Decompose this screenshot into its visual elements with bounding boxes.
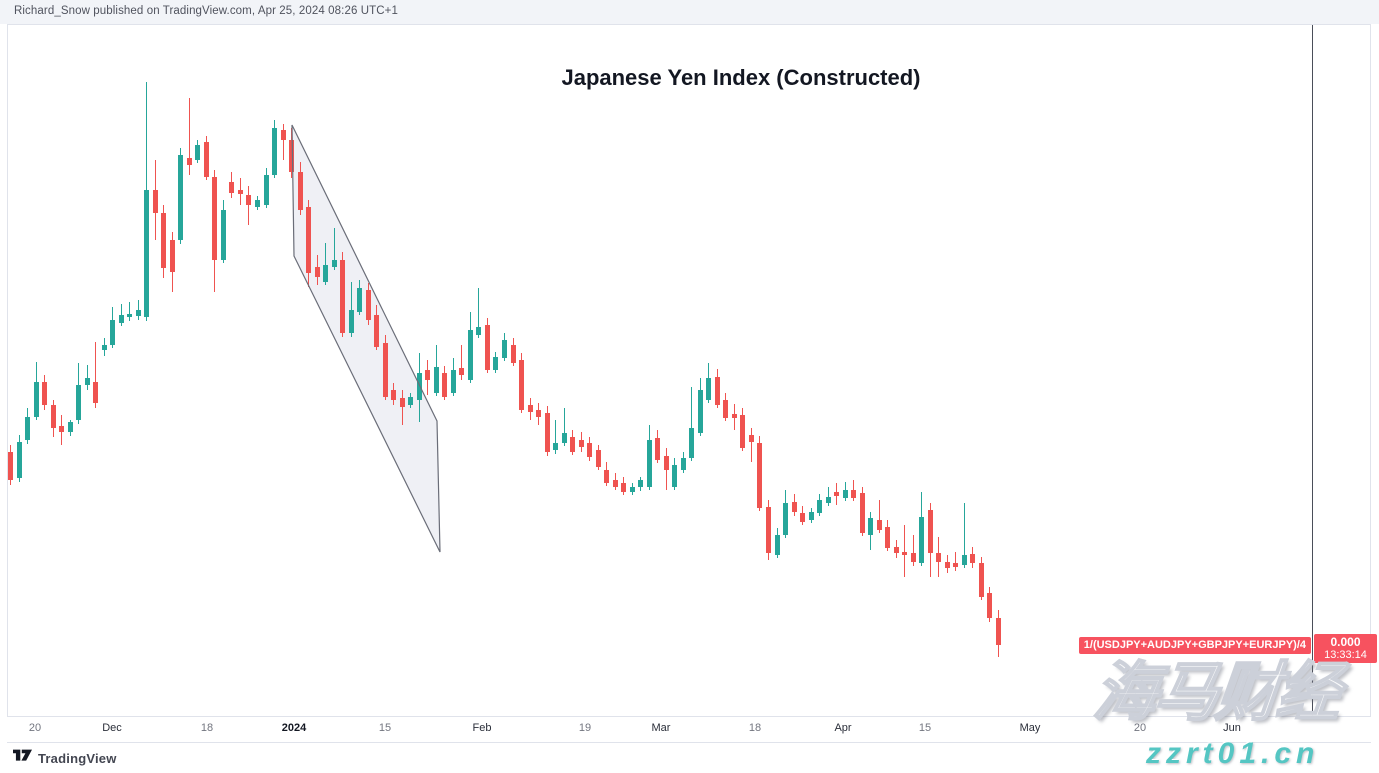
chart-title: Japanese Yen Index (Constructed) [561, 65, 921, 90]
x-axis-tick: 15 [378, 722, 392, 734]
x-axis-tick: Dec [102, 722, 122, 734]
series-formula-label: 1/(USDJPY+AUDJPY+GBPJPY+EURJPY)/4 [1078, 637, 1311, 654]
chart-frame [7, 24, 1371, 743]
x-axis-tick: Apr [834, 722, 852, 734]
x-axis-tick: 2024 [281, 722, 307, 734]
countdown-timer: 13:33:14 [1324, 649, 1367, 661]
x-axis-tick: 20 [1133, 722, 1147, 734]
x-axis [7, 716, 1371, 742]
x-axis-tick: Feb [472, 722, 492, 734]
x-axis-tick: 18 [200, 722, 214, 734]
x-axis-tick: May [1019, 722, 1041, 734]
x-axis-tick: 20 [28, 722, 42, 734]
x-axis-tick: 18 [748, 722, 762, 734]
top-strip [0, 0, 1379, 24]
x-axis-tick: Jun [1223, 722, 1241, 734]
x-axis-tick: 15 [918, 722, 932, 734]
x-axis-tick: 19 [578, 722, 592, 734]
tradingview-branding[interactable]: TradingView [13, 748, 117, 768]
last-price-box: 0.000 13:33:14 [1314, 634, 1377, 663]
watermark-domain-text: zzrt01.cn [1146, 737, 1320, 770]
x-axis-tick: Mar [651, 722, 671, 734]
attribution-text: Richard_Snow published on TradingView.co… [14, 5, 398, 17]
watermark-cjk-text: 海马财经 [1089, 655, 1343, 729]
last-price-value: 0.000 [1330, 635, 1361, 649]
tradingview-logo-icon [13, 748, 32, 768]
tradingview-brand-label: TradingView [38, 750, 117, 766]
